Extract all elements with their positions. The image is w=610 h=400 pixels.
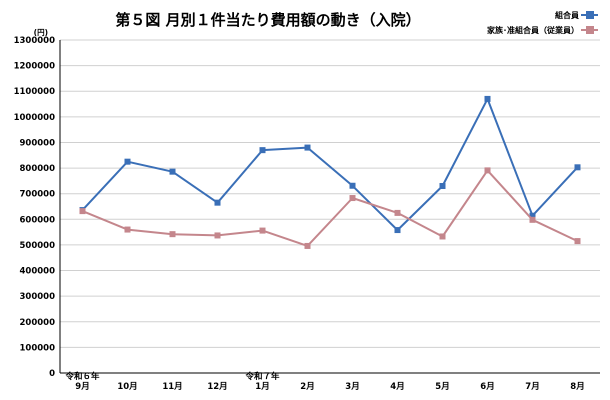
data-point xyxy=(259,227,266,234)
x-tick-label: 3月 xyxy=(345,382,359,392)
data-point xyxy=(124,226,131,233)
legend-marker xyxy=(586,26,594,34)
y-tick-label: 600000 xyxy=(20,215,56,225)
data-point xyxy=(439,183,446,190)
y-tick-label: 0 xyxy=(49,369,55,379)
y-tick-label: 700000 xyxy=(20,190,56,200)
legend-label: 組合員 xyxy=(555,10,579,20)
data-point xyxy=(169,168,176,175)
data-point xyxy=(349,195,356,202)
data-point xyxy=(349,182,356,189)
y-tick-label: 200000 xyxy=(20,318,56,328)
data-point xyxy=(574,164,581,171)
grid xyxy=(60,39,600,348)
x-tick-labels: 9月 10月 11月 12月 1月 2月 3月 4月 5月 6月 7月 8月 令和６年 令和７年 xyxy=(64,371,584,392)
legend-label: 家族･准組合員（従業員） xyxy=(487,25,579,35)
y-tick-label: 100000 xyxy=(20,343,56,353)
data-point xyxy=(79,208,86,215)
x-tick-label: 5月 xyxy=(435,382,449,392)
y-tick-label: 500000 xyxy=(20,241,56,251)
y-tick-label: 400000 xyxy=(20,267,56,277)
x-tick-label: 7月 xyxy=(525,382,539,392)
data-point xyxy=(304,144,311,151)
x-tick-label: 12月 xyxy=(207,382,227,392)
data-point xyxy=(214,232,221,239)
x-tick-label: 8月 xyxy=(570,382,584,392)
y-tick-label: 300000 xyxy=(20,292,56,302)
data-point xyxy=(439,233,446,240)
y-tick-label: 1100000 xyxy=(14,87,55,97)
series xyxy=(79,95,581,249)
y-tick-label: 1300000 xyxy=(14,36,55,46)
data-point xyxy=(214,199,221,206)
legend-marker xyxy=(586,11,594,19)
data-point xyxy=(529,212,536,219)
data-point xyxy=(529,216,536,223)
data-point xyxy=(394,209,401,216)
chart-title: 第５図 月別１件当たり費用額の動き（入院） xyxy=(115,11,420,29)
series-line-2 xyxy=(82,169,578,247)
x-year-label: 令和７年 xyxy=(244,371,280,382)
x-tick-label: 4月 xyxy=(390,382,404,392)
x-tick-label: 11月 xyxy=(162,382,182,392)
y-tick-label: 1200000 xyxy=(14,62,55,72)
x-year-label: 令和６年 xyxy=(64,371,100,382)
data-point xyxy=(484,95,491,102)
data-point xyxy=(394,227,401,234)
data-point xyxy=(304,242,311,249)
series-line-1 xyxy=(81,97,579,232)
x-tick-label: 2月 xyxy=(300,382,314,392)
axes xyxy=(59,40,600,374)
x-tick-label: 9月 xyxy=(75,382,89,392)
y-tick-label: 900000 xyxy=(20,138,56,148)
x-tick-label: 10月 xyxy=(117,382,137,392)
x-tick-label: 6月 xyxy=(480,382,494,392)
y-axis-unit: (円) xyxy=(34,28,48,37)
data-point xyxy=(259,147,266,154)
data-point xyxy=(169,231,176,238)
data-point xyxy=(484,167,491,174)
y-tick-label: 1000000 xyxy=(14,113,55,123)
data-point xyxy=(124,158,131,165)
y-tick-label: 800000 xyxy=(20,164,56,174)
x-tick-label: 1月 xyxy=(255,382,269,392)
data-point xyxy=(574,238,581,245)
y-tick-labels: 0 100000 200000 300000 400000 500000 600000 700… xyxy=(14,36,55,379)
